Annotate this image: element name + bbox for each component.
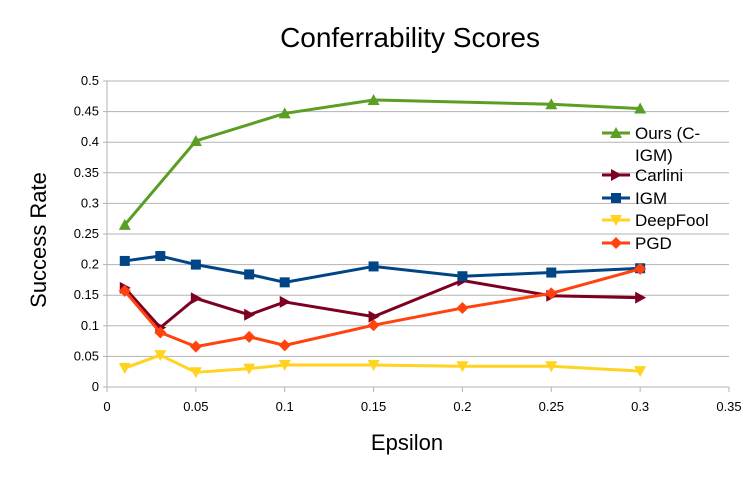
legend: Ours (C- IGM)Carlini IGM DeepFool PGD [602, 124, 709, 253]
data-point [279, 277, 290, 288]
legend-item-0: Ours (C- IGM) [602, 124, 700, 165]
data-point [456, 361, 469, 373]
y-tick-label: 0 [92, 379, 99, 394]
legend-label: IGM) [635, 146, 673, 165]
data-point [155, 251, 166, 262]
series-line [124, 353, 641, 374]
legend-marker [611, 193, 621, 203]
data-point [190, 259, 201, 270]
legend-label: IGM [635, 189, 667, 208]
data-point [456, 302, 469, 315]
legend-marker [610, 127, 622, 138]
x-tick-label: 0.3 [631, 399, 649, 414]
data-point [118, 363, 131, 375]
series-3 [118, 350, 647, 379]
x-tick-label: 0.05 [183, 399, 208, 414]
data-point [244, 308, 256, 321]
series-group [118, 93, 647, 379]
series-line [123, 98, 641, 226]
data-point [278, 359, 291, 371]
axes: 0 0.05 0.1 0.15 0.2 0.25 0.3 0.35 0.4 0.45 0.5 0 0.0… [74, 73, 742, 414]
data-point [243, 363, 256, 375]
series-0 [118, 93, 647, 230]
series-line [124, 254, 641, 284]
y-tick-label: 0.3 [81, 195, 99, 210]
y-tick-label: 0.25 [74, 226, 99, 241]
data-point [545, 98, 558, 110]
y-tick-label: 0.15 [74, 287, 99, 302]
data-point [545, 361, 558, 373]
series-4 [118, 262, 647, 353]
data-point [368, 261, 379, 272]
legend-marker [610, 237, 622, 249]
data-point [118, 218, 131, 230]
data-point [154, 326, 167, 339]
data-point [545, 287, 558, 300]
series-line [123, 279, 641, 330]
y-tick-label: 0.35 [74, 165, 99, 180]
data-point [368, 310, 380, 323]
legend-marker [610, 215, 622, 226]
x-tick-label: 0.2 [453, 399, 471, 414]
data-point [634, 102, 647, 114]
data-point [278, 339, 291, 352]
data-point [457, 271, 468, 282]
data-point [367, 319, 380, 332]
series-line [123, 267, 641, 349]
x-tick-label: 0 [103, 399, 110, 414]
legend-item-2: IGM [602, 189, 667, 208]
data-point [546, 267, 557, 278]
data-point [367, 359, 380, 371]
legend-label: PGD [635, 234, 672, 253]
legend-marker [611, 169, 622, 181]
data-point [118, 284, 131, 297]
x-axis-label: Epsilon [371, 430, 443, 455]
y-tick-label: 0.5 [81, 73, 99, 88]
x-tick-label: 0.1 [276, 399, 294, 414]
legend-label: Carlini [635, 166, 683, 185]
data-point [189, 340, 202, 353]
legend-item-1: Carlini [602, 166, 683, 185]
y-axis-label: Success Rate [26, 172, 51, 308]
x-tick-label: 0.35 [716, 399, 741, 414]
legend-label: Ours (C- [635, 124, 700, 143]
y-tick-label: 0.45 [74, 104, 99, 119]
legend-label: DeepFool [635, 211, 709, 230]
data-point [189, 134, 202, 146]
data-point [278, 107, 291, 119]
y-tick-label: 0.1 [81, 318, 99, 333]
chart-title: Conferrability Scores [280, 22, 540, 53]
data-point [634, 366, 647, 378]
y-tick-label: 0.2 [81, 257, 99, 272]
data-point [279, 295, 291, 308]
data-point [119, 255, 130, 266]
data-point [635, 291, 647, 304]
y-tick-label: 0.05 [74, 348, 99, 363]
series-2 [119, 251, 646, 288]
x-tick-label: 0.25 [539, 399, 564, 414]
data-point [244, 269, 255, 280]
data-point [190, 292, 202, 305]
data-point [367, 93, 380, 105]
legend-item-4: PGD [602, 234, 672, 253]
grid [107, 80, 729, 388]
x-tick-label: 0.15 [361, 399, 386, 414]
data-point [634, 262, 647, 275]
data-point [189, 367, 202, 379]
data-point [154, 350, 167, 362]
legend-item-3: DeepFool [602, 211, 709, 230]
data-point [243, 330, 256, 343]
y-tick-label: 0.4 [81, 134, 99, 149]
